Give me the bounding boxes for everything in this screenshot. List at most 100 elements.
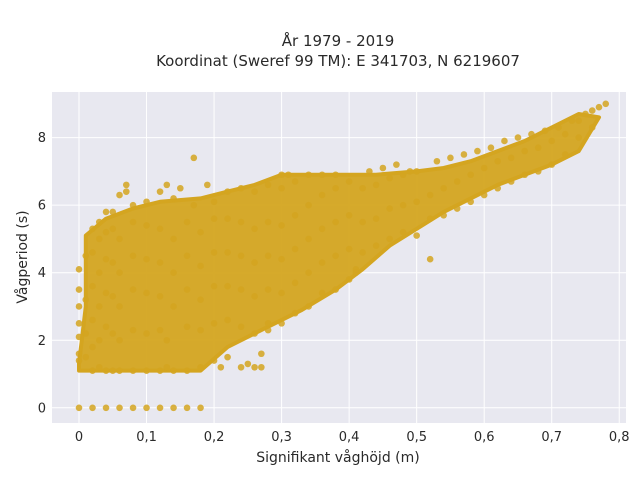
data-point-41 xyxy=(109,293,117,300)
data-point-140 xyxy=(305,269,312,276)
data-point-26 xyxy=(89,225,96,233)
data-point-39 xyxy=(109,367,117,374)
data-point-173 xyxy=(399,201,407,209)
data-point-161 xyxy=(359,218,366,226)
data-point-146 xyxy=(318,225,326,233)
data-point-28 xyxy=(95,336,103,344)
data-point-22 xyxy=(89,343,96,351)
data-point-33 xyxy=(102,367,110,374)
x-tick-label-4: 0,4 xyxy=(339,430,360,445)
data-point-82 xyxy=(183,252,191,260)
data-point-16 xyxy=(75,350,83,358)
data-point-38 xyxy=(102,208,110,216)
data-point-36 xyxy=(102,255,110,263)
data-point-67 xyxy=(156,293,164,300)
data-point-153 xyxy=(332,171,339,179)
data-point-120 xyxy=(258,350,265,358)
data-point-78 xyxy=(170,195,177,202)
data-point-208 xyxy=(548,137,556,145)
data-point-85 xyxy=(190,201,198,209)
data-point-110 xyxy=(237,218,245,226)
data-point-123 xyxy=(264,286,272,293)
data-point-143 xyxy=(305,171,312,179)
data-point-190 xyxy=(467,171,474,179)
data-point-113 xyxy=(251,363,258,371)
data-point-59 xyxy=(143,367,150,374)
data-point-122 xyxy=(264,320,272,327)
x-tick-labels: 0 0,1 0,2 0,3 0,4 0,5 0,6 0,7 0,8 xyxy=(75,430,630,445)
data-point-48 xyxy=(116,269,123,276)
data-point-52 xyxy=(122,188,130,195)
data-point-159 xyxy=(352,269,360,276)
data-point-94 xyxy=(210,320,218,327)
data-point-2 xyxy=(102,404,110,412)
data-point-45 xyxy=(116,367,123,374)
data-point-170 xyxy=(386,174,393,182)
data-point-83 xyxy=(183,218,191,226)
data-point-127 xyxy=(278,320,285,327)
data-point-180 xyxy=(426,215,434,222)
data-point-5 xyxy=(143,404,150,412)
data-point-1 xyxy=(89,404,96,412)
data-point-13 xyxy=(75,286,83,293)
data-point-35 xyxy=(102,289,110,297)
data-point-181 xyxy=(426,191,434,199)
data-point-192 xyxy=(480,191,488,199)
y-tick-label-3: 6 xyxy=(38,199,46,214)
data-point-197 xyxy=(501,137,508,145)
data-point-79 xyxy=(183,367,191,374)
data-point-61 xyxy=(143,289,150,297)
data-point-50 xyxy=(116,191,123,199)
data-point-115 xyxy=(251,330,258,337)
data-point-65 xyxy=(156,367,164,374)
data-point-216 xyxy=(588,124,596,131)
data-point-183 xyxy=(440,211,447,219)
data-point-54 xyxy=(129,326,137,334)
x-tick-label-0: 0 xyxy=(75,430,83,445)
data-point-128 xyxy=(278,289,285,297)
data-point-177 xyxy=(413,198,420,206)
data-point-150 xyxy=(332,252,339,260)
data-point-187 xyxy=(453,178,461,185)
x-axis-title: Signifikant våghöjd (m) xyxy=(256,449,419,466)
data-point-210 xyxy=(561,151,569,158)
data-point-166 xyxy=(372,181,380,189)
data-point-168 xyxy=(386,235,393,243)
data-point-201 xyxy=(521,171,529,179)
data-point-151 xyxy=(332,218,339,226)
data-point-178 xyxy=(413,168,420,175)
y-axis-title: Vågperiod (s) xyxy=(14,210,31,303)
data-point-207 xyxy=(548,161,556,168)
data-point-169 xyxy=(386,205,393,212)
data-point-101 xyxy=(224,282,231,290)
data-point-19 xyxy=(82,296,90,304)
data-point-43 xyxy=(109,225,117,233)
data-point-32 xyxy=(95,218,103,226)
data-point-84 xyxy=(177,184,184,192)
data-point-0 xyxy=(75,404,83,412)
data-point-71 xyxy=(163,363,171,371)
data-point-202 xyxy=(521,147,529,155)
data-point-145 xyxy=(318,259,326,266)
data-point-144 xyxy=(318,289,326,297)
chart-title-line-2: Koordinat (Sweref 99 TM): E 341703, N 62… xyxy=(156,52,520,70)
data-point-154 xyxy=(345,276,353,283)
data-point-63 xyxy=(143,222,150,229)
data-point-91 xyxy=(197,228,204,236)
data-point-171 xyxy=(393,161,400,168)
data-point-205 xyxy=(534,144,542,152)
data-point-137 xyxy=(291,211,299,219)
data-point-155 xyxy=(345,245,353,253)
data-point-107 xyxy=(237,323,245,331)
data-point-148 xyxy=(318,171,326,179)
data-point-189 xyxy=(467,198,474,206)
data-point-130 xyxy=(278,222,285,229)
x-tick-label-8: 0,8 xyxy=(609,430,630,445)
data-point-93 xyxy=(210,357,218,364)
data-point-4 xyxy=(129,404,137,412)
data-point-212 xyxy=(568,117,576,125)
data-point-64 xyxy=(143,198,150,206)
data-point-124 xyxy=(264,252,272,260)
data-point-175 xyxy=(406,168,414,175)
